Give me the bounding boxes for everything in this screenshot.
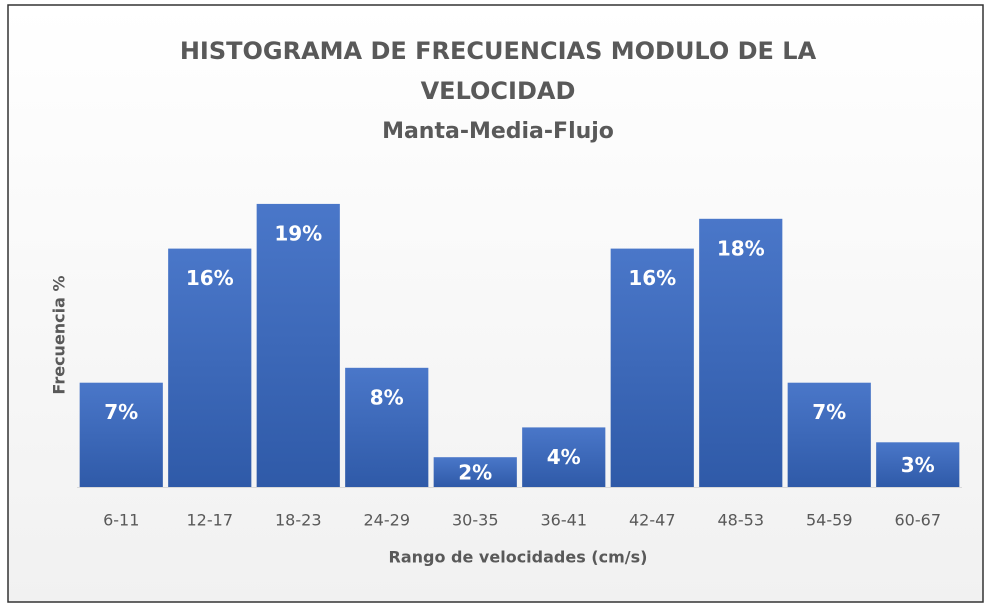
x-tick-label: 36-41 (541, 511, 588, 530)
x-axis-label: Rango de velocidades (cm/s) (389, 548, 648, 567)
data-label: 7% (812, 400, 846, 424)
bar (79, 382, 163, 487)
x-tick-label: 54-59 (806, 511, 853, 530)
data-label: 18% (717, 236, 765, 260)
x-tick-label: 24-29 (364, 511, 411, 530)
data-label: 4% (547, 445, 581, 469)
x-tick-label: 48-53 (718, 511, 765, 530)
data-label: 19% (274, 221, 322, 245)
bar (168, 248, 252, 487)
data-label: 2% (458, 461, 492, 485)
bar (610, 248, 694, 487)
x-tick-label: 60-67 (895, 511, 942, 530)
bar (256, 203, 340, 487)
x-tick-label: 18-23 (275, 511, 322, 530)
data-label: 8% (370, 385, 404, 409)
x-tick-label: 6-11 (103, 511, 139, 530)
chart-subtitle: Manta-Media-Flujo (382, 119, 614, 144)
bar (699, 218, 783, 488)
data-label: 16% (186, 266, 234, 290)
x-tick-label: 42-47 (629, 511, 676, 530)
bar (876, 442, 960, 487)
data-label: 3% (901, 453, 935, 477)
x-tick-label: 30-35 (452, 511, 499, 530)
bar (433, 457, 517, 487)
bar (345, 367, 429, 487)
data-label: 16% (628, 266, 676, 290)
bar (787, 382, 871, 487)
chart-title: VELOCIDAD (421, 77, 576, 105)
chart-title: HISTOGRAMA DE FRECUENCIAS MODULO DE LA (180, 37, 817, 65)
data-label: 7% (104, 400, 138, 424)
x-tick-label: 12-17 (187, 511, 234, 530)
y-axis-label: Frecuencia % (50, 275, 69, 394)
bar (522, 427, 606, 487)
